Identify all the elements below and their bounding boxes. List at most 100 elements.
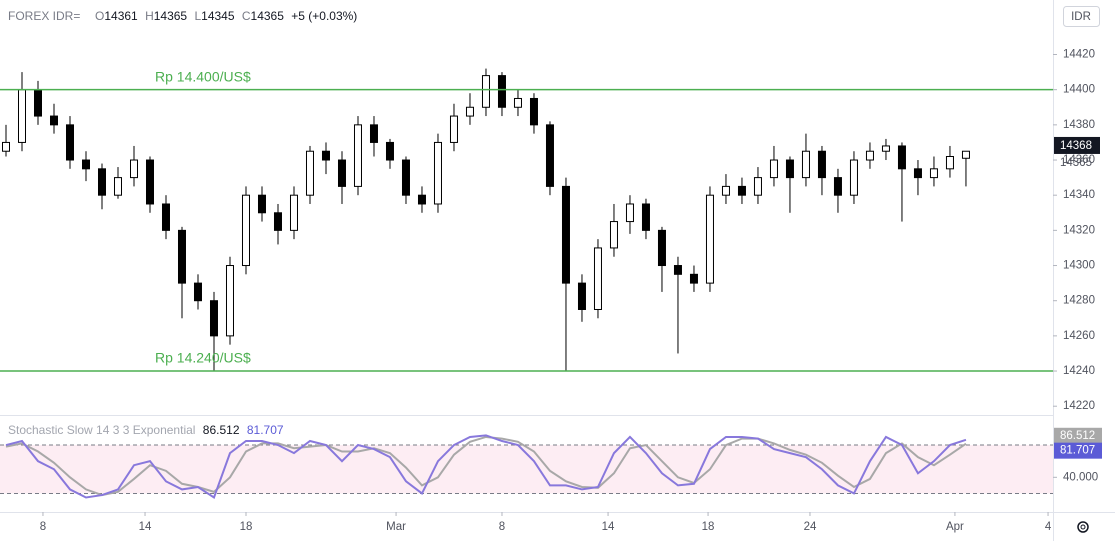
candle-body <box>289 194 298 231</box>
candle-body <box>929 168 938 179</box>
candle-body <box>769 159 778 179</box>
main-pane <box>1 68 970 372</box>
candle-body <box>65 124 74 161</box>
x-tick-label: 8 <box>40 521 46 533</box>
candle-body <box>657 229 666 267</box>
candle-body <box>161 203 170 231</box>
y-tick-label: 14320 <box>1063 224 1095 236</box>
candle-body <box>353 124 362 187</box>
close-label: 14365 <box>1060 157 1092 169</box>
candle-body <box>689 273 698 284</box>
candle-body <box>673 265 682 275</box>
x-tick-label: 14 <box>602 521 615 533</box>
x-tick-label: Apr <box>946 521 964 533</box>
candle-body <box>961 150 970 159</box>
currency-label[interactable]: IDR <box>1071 11 1091 23</box>
candle-body <box>433 141 442 205</box>
candle-body <box>113 177 122 196</box>
candle-body <box>865 150 874 161</box>
price-badge-label: 14368 <box>1060 140 1092 152</box>
y-tick-label: 14380 <box>1063 119 1095 131</box>
symbol: FOREX IDR= <box>8 9 80 23</box>
candle-body <box>513 97 522 108</box>
value-badge <box>1054 442 1102 459</box>
candle-body <box>593 247 602 310</box>
candle-body <box>545 124 554 187</box>
level-label: Rp 14.400/US$ <box>155 68 251 84</box>
candle-body <box>257 194 266 214</box>
candle-body <box>817 150 826 179</box>
change: +5 (+0.03%) <box>291 9 357 23</box>
candle-body <box>449 115 458 143</box>
value: 14361 <box>104 9 138 23</box>
y-tick-label: 14300 <box>1063 260 1095 272</box>
candle-body <box>273 212 282 231</box>
candle-body <box>177 229 186 284</box>
x-tick-label: 14 <box>139 521 152 533</box>
candle-body <box>1 141 10 152</box>
candle-body <box>721 185 730 196</box>
candle-body <box>897 145 906 170</box>
x-tick-label: 24 <box>804 521 817 533</box>
value: 14365 <box>154 9 188 23</box>
label: H <box>145 9 154 23</box>
stochastic-line <box>5 435 967 497</box>
candle-body <box>737 185 746 196</box>
value-badge-label: 86.512 <box>1060 430 1095 442</box>
candle-body <box>321 150 330 161</box>
x-tick-label: 4 <box>1045 521 1052 533</box>
y-tick-label: 14400 <box>1063 84 1095 96</box>
y-tick-label: 14260 <box>1063 330 1095 342</box>
y-tick-label: 14420 <box>1063 49 1095 61</box>
value: 14345 <box>201 9 235 23</box>
d-value: 81.707 <box>247 423 284 437</box>
y-tick-label: 40.000 <box>1063 471 1098 483</box>
ohlc-legend: O14361 H14365 L14345 C14365 +5 (+0.03%) <box>95 9 357 23</box>
currency-button[interactable] <box>1063 6 1100 27</box>
label: C <box>242 9 251 23</box>
candle-body <box>81 159 90 170</box>
x-tick-label: Mar <box>386 521 406 533</box>
candle-body <box>401 159 410 196</box>
candle-body <box>145 159 154 205</box>
candle-body <box>609 221 618 249</box>
settings-icon[interactable] <box>1077 521 1089 533</box>
candle-body <box>753 177 762 196</box>
label: O <box>95 9 104 23</box>
candle-body <box>881 145 890 152</box>
candle-body <box>337 159 346 187</box>
label: L <box>194 9 201 23</box>
y-tick-label: 14240 <box>1063 365 1095 377</box>
candle-body <box>97 168 106 196</box>
candle-body <box>625 203 634 223</box>
candle-body <box>193 282 202 302</box>
value-badge-label: 81.707 <box>1060 445 1095 457</box>
k-value: 86.512 <box>203 423 240 437</box>
candle-body <box>497 75 506 108</box>
y-tick-label: 14280 <box>1063 295 1095 307</box>
indicator-title: Stochastic Slow 14 3 3 Exponential 86.51… <box>8 423 284 437</box>
candle-body <box>465 106 474 117</box>
candle-body <box>529 97 538 126</box>
level-label: Rp 14.240/US$ <box>155 350 251 366</box>
candle-body <box>385 141 394 161</box>
candle-body <box>33 89 42 117</box>
gear-hub[interactable] <box>1080 524 1086 530</box>
candle-body <box>945 156 954 170</box>
gear[interactable] <box>1077 521 1089 533</box>
x-tick-label: 18 <box>702 521 715 533</box>
candle-body <box>129 159 138 179</box>
candle-body <box>417 194 426 205</box>
candle-body <box>369 124 378 143</box>
candle-body <box>49 115 58 126</box>
y-tick-label: 14220 <box>1063 400 1095 412</box>
candle-body <box>209 300 218 337</box>
value: 14365 <box>251 9 285 23</box>
price-badge <box>1054 136 1100 154</box>
candle-body <box>305 150 314 196</box>
x-tick-label: 8 <box>499 521 505 533</box>
indicator-name: Stochastic Slow 14 3 3 Exponential <box>8 423 195 437</box>
candle-body <box>785 159 794 179</box>
candle-body <box>849 159 858 196</box>
